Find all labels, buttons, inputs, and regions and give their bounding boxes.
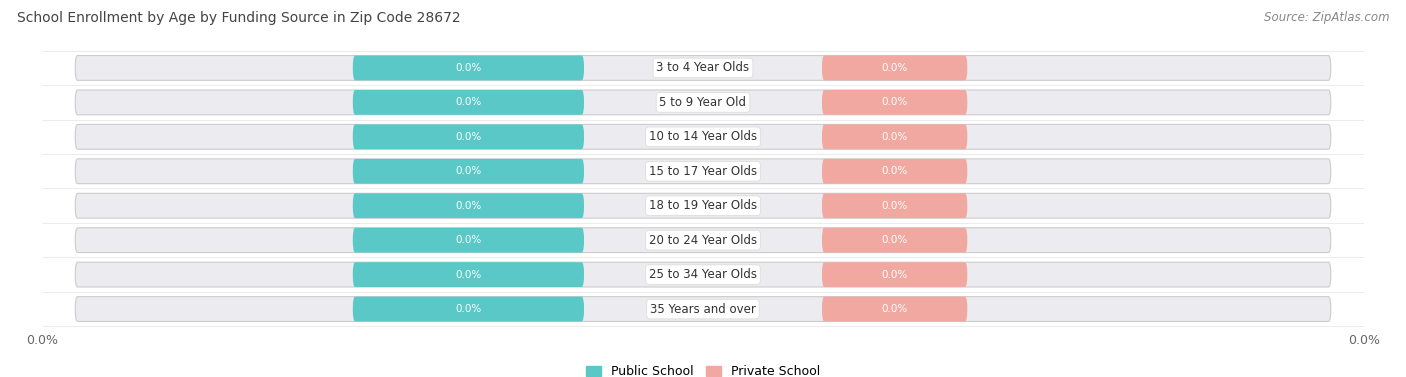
Text: 0.0%: 0.0% [456,235,481,245]
Text: 0.0%: 0.0% [882,63,908,73]
FancyBboxPatch shape [353,55,583,80]
FancyBboxPatch shape [823,55,967,80]
FancyBboxPatch shape [76,193,1330,218]
FancyBboxPatch shape [353,262,583,287]
FancyBboxPatch shape [353,90,583,115]
FancyBboxPatch shape [823,297,967,322]
Text: 0.0%: 0.0% [456,63,481,73]
Text: 5 to 9 Year Old: 5 to 9 Year Old [659,96,747,109]
FancyBboxPatch shape [823,262,967,287]
Legend: Public School, Private School: Public School, Private School [581,360,825,377]
FancyBboxPatch shape [76,228,1330,253]
Text: 20 to 24 Year Olds: 20 to 24 Year Olds [650,234,756,247]
FancyBboxPatch shape [76,124,1330,149]
Text: 0.0%: 0.0% [456,270,481,280]
Text: 0.0%: 0.0% [882,132,908,142]
Text: 0.0%: 0.0% [882,201,908,211]
FancyBboxPatch shape [76,90,1330,115]
Text: 10 to 14 Year Olds: 10 to 14 Year Olds [650,130,756,143]
Text: 0.0%: 0.0% [456,166,481,176]
FancyBboxPatch shape [353,297,583,322]
FancyBboxPatch shape [76,262,1330,287]
FancyBboxPatch shape [76,55,1330,80]
Text: 0.0%: 0.0% [882,97,908,107]
FancyBboxPatch shape [823,193,967,218]
Text: 0.0%: 0.0% [456,132,481,142]
Text: 0.0%: 0.0% [456,97,481,107]
Text: 0.0%: 0.0% [882,235,908,245]
FancyBboxPatch shape [353,193,583,218]
Text: 0.0%: 0.0% [456,304,481,314]
FancyBboxPatch shape [823,90,967,115]
FancyBboxPatch shape [823,124,967,149]
Text: Source: ZipAtlas.com: Source: ZipAtlas.com [1264,11,1389,24]
Text: 0.0%: 0.0% [882,270,908,280]
FancyBboxPatch shape [76,159,1330,184]
FancyBboxPatch shape [823,228,967,253]
FancyBboxPatch shape [353,159,583,184]
Text: School Enrollment by Age by Funding Source in Zip Code 28672: School Enrollment by Age by Funding Sour… [17,11,461,25]
Text: 25 to 34 Year Olds: 25 to 34 Year Olds [650,268,756,281]
Text: 0.0%: 0.0% [882,304,908,314]
Text: 3 to 4 Year Olds: 3 to 4 Year Olds [657,61,749,74]
Text: 15 to 17 Year Olds: 15 to 17 Year Olds [650,165,756,178]
Text: 0.0%: 0.0% [882,166,908,176]
FancyBboxPatch shape [823,159,967,184]
FancyBboxPatch shape [353,124,583,149]
FancyBboxPatch shape [353,228,583,253]
Text: 35 Years and over: 35 Years and over [650,303,756,316]
Text: 0.0%: 0.0% [456,201,481,211]
Text: 18 to 19 Year Olds: 18 to 19 Year Olds [650,199,756,212]
FancyBboxPatch shape [76,297,1330,322]
